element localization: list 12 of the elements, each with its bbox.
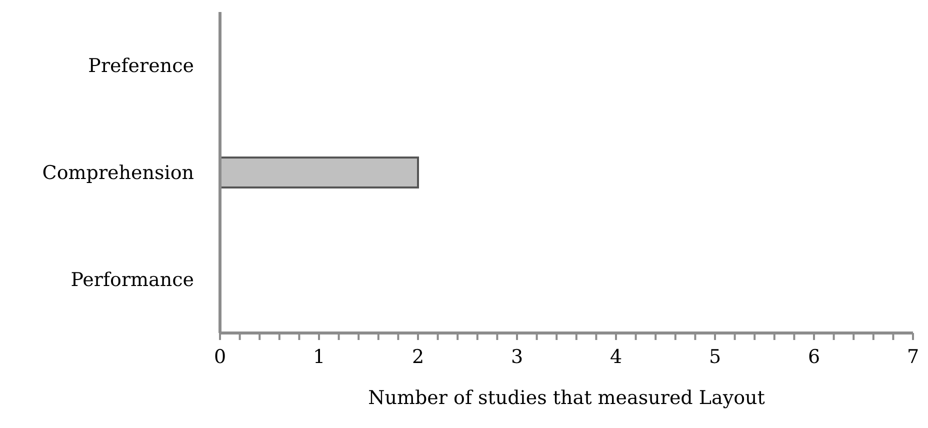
x-tick-label: 0 — [214, 346, 226, 368]
x-tick-label: 7 — [906, 346, 920, 368]
x-tick-label: 3 — [510, 346, 524, 368]
x-tick-label: 4 — [610, 346, 622, 368]
y-tick-label: Preference — [88, 55, 194, 78]
y-tick-label: Comprehension — [42, 162, 194, 184]
x-tick-label: 6 — [808, 346, 820, 368]
x-tick-label: 5 — [708, 346, 722, 368]
x-tick-label: 1 — [312, 346, 326, 368]
x-tick-label: 2 — [412, 346, 424, 368]
x-axis-title: Number of studies that measured Layout — [368, 387, 766, 409]
y-tick-label: Performance — [70, 269, 194, 292]
